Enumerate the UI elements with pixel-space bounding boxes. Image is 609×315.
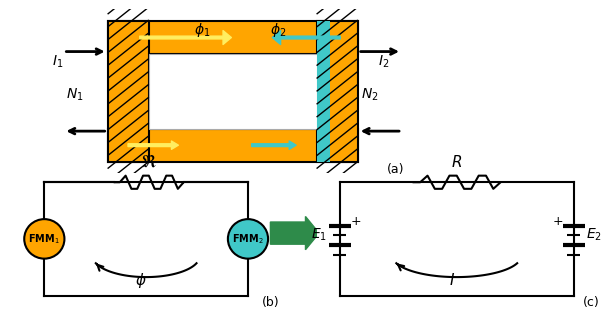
Circle shape: [24, 219, 65, 259]
Text: FMM$_1$: FMM$_1$: [29, 232, 60, 246]
Text: $I_1$: $I_1$: [52, 54, 63, 70]
Text: (a): (a): [387, 163, 405, 176]
Text: $\phi_2$: $\phi_2$: [270, 21, 286, 39]
Text: $R$: $R$: [451, 154, 462, 170]
Bar: [149, 54, 317, 129]
FancyArrow shape: [270, 216, 319, 250]
Bar: [317, 21, 357, 162]
Text: FMM$_2$: FMM$_2$: [232, 232, 264, 246]
Text: $N_1$: $N_1$: [66, 86, 84, 103]
Text: $\mathfrak{R}$: $\mathfrak{R}$: [141, 152, 157, 170]
Bar: [108, 21, 149, 162]
Text: (b): (b): [261, 296, 279, 309]
Text: $\phi$: $\phi$: [135, 271, 147, 290]
Bar: [317, 21, 330, 162]
Text: $I_2$: $I_2$: [378, 54, 390, 70]
Text: $\phi_1$: $\phi_1$: [194, 21, 210, 39]
Bar: [108, 21, 149, 162]
Text: +: +: [351, 215, 361, 228]
Circle shape: [228, 219, 268, 259]
Text: +: +: [552, 215, 563, 228]
Text: (c): (c): [582, 296, 599, 309]
Text: $N_2$: $N_2$: [361, 86, 378, 103]
Text: $E_2$: $E_2$: [586, 227, 602, 243]
Bar: [108, 129, 357, 162]
Text: $I$: $I$: [449, 272, 456, 288]
Bar: [108, 21, 357, 54]
Text: $E_1$: $E_1$: [311, 227, 328, 243]
